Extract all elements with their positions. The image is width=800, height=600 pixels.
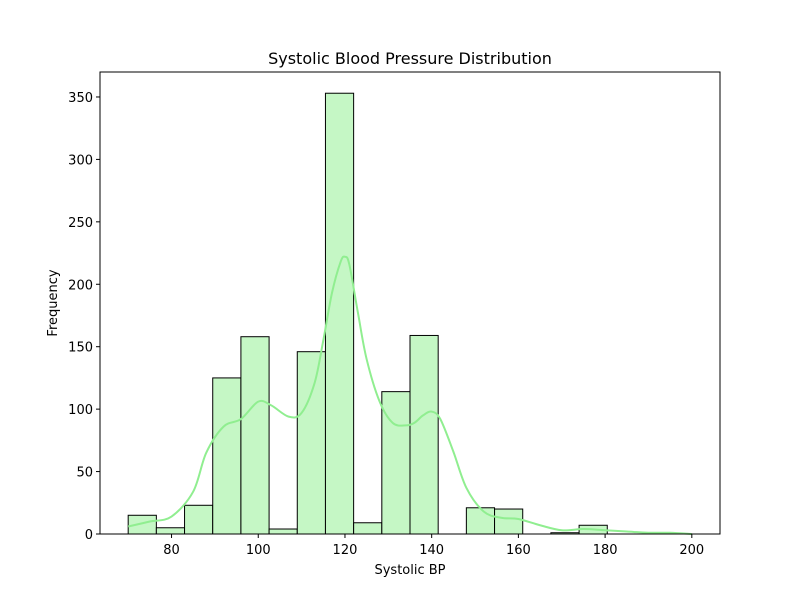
y-tick-label: 200 (68, 278, 93, 293)
x-axis: 80 100 120 140 160 180 200 (163, 534, 704, 558)
y-tick-label: 150 (68, 341, 93, 356)
y-tick-label: 100 (68, 403, 93, 418)
x-tick-label: 120 (333, 543, 358, 558)
histogram-bars (127, 92, 608, 535)
histogram-bar (296, 351, 326, 535)
histogram-bar (465, 507, 496, 535)
histogram-bar (409, 334, 439, 535)
y-tick-label: 0 (85, 528, 93, 543)
histogram-bar (155, 527, 186, 535)
histogram-bar (353, 522, 383, 535)
histogram-bar (212, 377, 242, 535)
x-tick-label: 160 (506, 543, 531, 558)
y-tick-label: 50 (76, 466, 93, 481)
y-axis: 0 50 100 150 200 250 300 350 (68, 91, 100, 543)
x-tick-label: 140 (419, 543, 444, 558)
x-tick-label: 80 (163, 543, 180, 558)
histogram-bar (268, 528, 298, 535)
plot-frame (99, 71, 721, 535)
histogram-bar (184, 504, 214, 535)
x-tick-label: 200 (679, 543, 704, 558)
chart-title: Systolic Blood Pressure Distribution (268, 49, 552, 68)
x-axis-title: Systolic BP (374, 563, 445, 578)
y-tick-label: 300 (68, 153, 93, 168)
x-tick-label: 180 (593, 543, 618, 558)
x-tick-label: 100 (246, 543, 271, 558)
histogram-bar (494, 508, 524, 535)
kde-curve (127, 255, 692, 535)
histogram-bar (324, 92, 355, 535)
y-axis-title: Frequency (46, 269, 61, 336)
y-tick-label: 250 (68, 216, 93, 231)
y-tick-label: 350 (68, 91, 93, 106)
histogram-bar (240, 336, 270, 535)
kde-layer (127, 255, 692, 535)
